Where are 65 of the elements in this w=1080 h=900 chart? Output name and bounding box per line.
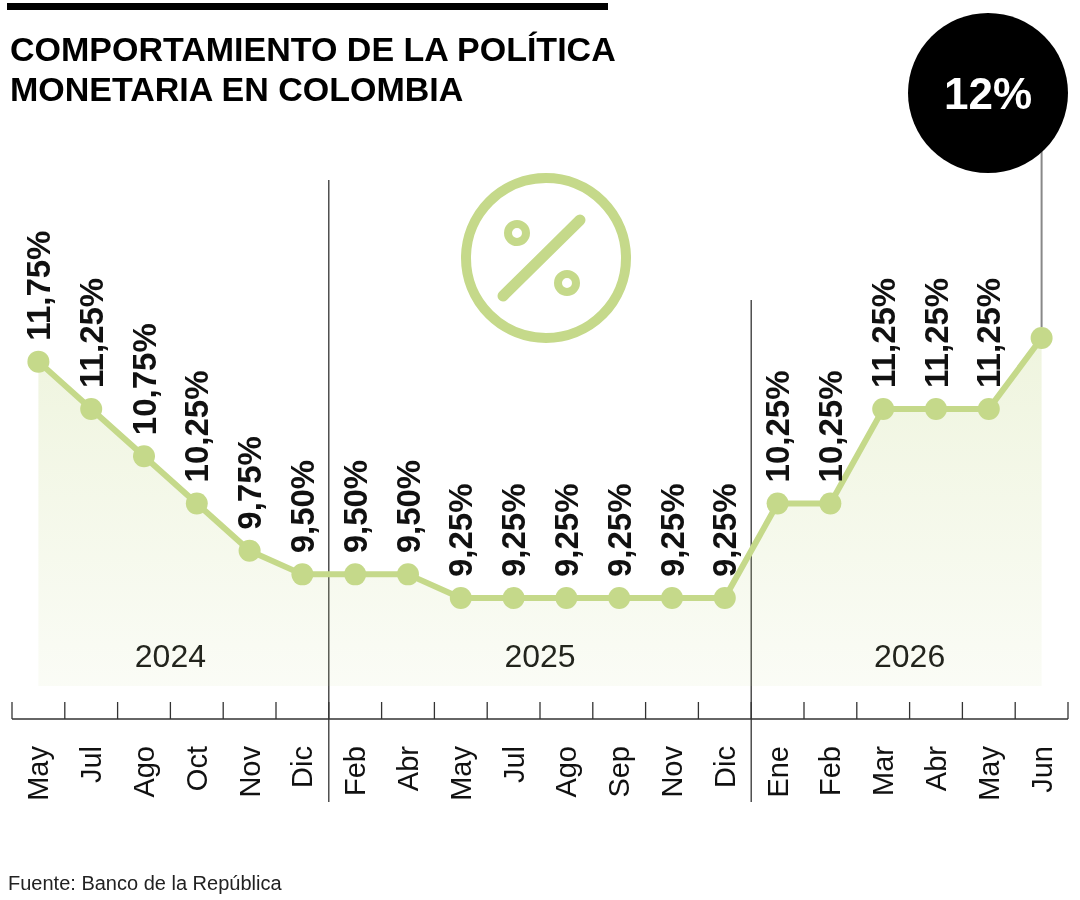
data-label: 10,25%: [811, 370, 849, 483]
data-label: 9,25%: [495, 483, 533, 577]
data-label: 10,75%: [125, 323, 163, 436]
text: 12%: [943, 68, 1033, 118]
data-label: 9,25%: [442, 483, 480, 577]
point: [925, 397, 947, 420]
point: [291, 563, 314, 586]
point: [977, 397, 1000, 420]
data-label: 9,75%: [231, 436, 269, 530]
data-label: 9,25%: [653, 483, 691, 577]
annotation: Fuente: Banco de la República: [8, 872, 283, 894]
point: [661, 587, 683, 609]
x-tick-label: Ene: [761, 746, 794, 798]
data-label: 11,25%: [864, 277, 902, 388]
data-label: 10,25%: [759, 370, 797, 483]
point: [713, 587, 736, 609]
data-label: 11,25%: [72, 277, 110, 388]
point: [819, 492, 842, 515]
point: [238, 539, 261, 562]
point: [397, 563, 419, 586]
x-tick-label: May: [972, 745, 1005, 801]
point: [1030, 327, 1053, 349]
x-tick-label: Dic: [708, 746, 741, 788]
x-tick-label: Dic: [286, 746, 319, 788]
point: [133, 445, 155, 468]
x-tick-label: Jun: [1025, 746, 1058, 793]
data-label: 9,25%: [706, 483, 744, 577]
annotation: 2024: [134, 638, 206, 674]
annotation: 2026: [874, 638, 946, 674]
x-tick-label: Nov: [656, 745, 688, 798]
data-label: 9,50%: [336, 459, 374, 554]
point: [766, 492, 789, 515]
point: [185, 492, 208, 515]
point: [555, 587, 578, 609]
data-label: 9,50%: [283, 459, 321, 554]
annotation: 2025: [504, 638, 576, 674]
data-label: 11,25%: [917, 277, 955, 388]
x-tick-label: Oct: [180, 746, 213, 792]
point: [27, 350, 50, 373]
x-tick-label: Abr: [392, 745, 424, 792]
x-tick-label: Ago: [550, 746, 583, 798]
data-label: 10,25%: [178, 370, 216, 483]
x-tick-label: Jul: [75, 746, 108, 784]
point: [502, 587, 525, 609]
point: [449, 587, 472, 609]
data-label: 11,25%: [970, 277, 1008, 388]
point: [80, 397, 103, 420]
chart-title: COMPORTAMIENTO DE LA POLÍTICA MONETARIA EN COLOMBIA: [10, 30, 616, 108]
x-tick-label: Nov: [233, 745, 266, 798]
point: [344, 563, 367, 586]
data-label: 11,75%: [19, 230, 57, 341]
x-tick-label: Jul: [497, 746, 530, 784]
point: [608, 587, 631, 609]
data-label: 9,25%: [547, 483, 585, 577]
x-tick-label: Ago: [128, 746, 160, 798]
x-tick-label: May: [444, 745, 477, 801]
data-label: 9,25%: [600, 483, 638, 577]
point: [872, 397, 895, 420]
data-label: 9,50%: [389, 459, 427, 554]
x-tick-label: Abr: [920, 745, 952, 792]
x-tick-label: Feb: [339, 746, 372, 796]
x-tick-label: May: [22, 745, 55, 801]
x-tick-label: Feb: [814, 746, 847, 796]
x-tick-label: Sep: [603, 746, 636, 798]
x-tick-label: Mar: [867, 745, 900, 796]
